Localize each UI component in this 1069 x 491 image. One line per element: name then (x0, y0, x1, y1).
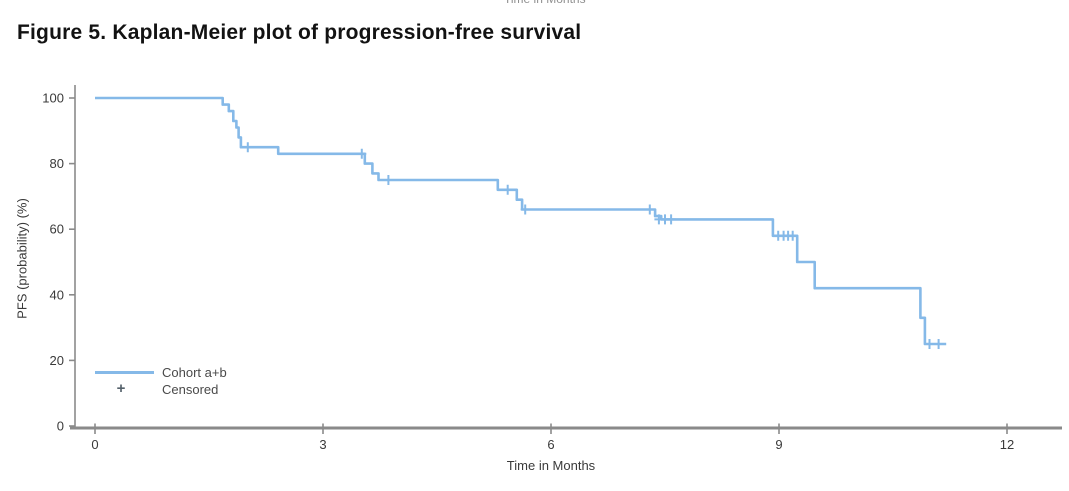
legend-line-swatch (95, 371, 154, 374)
x-tick-label: 6 (547, 437, 554, 452)
censor-mark (925, 339, 934, 349)
censor-mark (503, 184, 513, 195)
censor-mark (383, 175, 393, 185)
y-tick-label: 20 (50, 353, 64, 368)
y-axis-title: PFS (probability) (%) (14, 198, 30, 319)
censor-mark (666, 214, 676, 225)
censor-mark (934, 339, 944, 349)
censor-mark (243, 142, 253, 153)
censor-mark (645, 204, 655, 215)
y-tick-label: 60 (50, 222, 64, 237)
x-tick-label: 0 (91, 437, 98, 452)
censor-mark (520, 204, 530, 215)
censor-mark (357, 148, 367, 159)
legend-series-label: Cohort a+b (162, 365, 227, 380)
x-axis-title: Time in Months (506, 458, 596, 473)
x-tick-label: 3 (319, 437, 326, 452)
y-tick-label: 0 (57, 419, 64, 434)
censor-mark (788, 230, 798, 241)
x-tick-label: 12 (1000, 437, 1014, 452)
cropped-axis-label-above: Time in Months (504, 0, 586, 6)
legend-censored-label: Censored (162, 382, 219, 397)
x-tick-label: 9 (775, 437, 782, 452)
y-tick-label: 80 (50, 156, 64, 171)
km-curve (95, 96, 947, 346)
y-tick-label: 40 (50, 287, 64, 302)
censored-marker-icon: + (116, 380, 126, 397)
figure-title: Figure 5. Kaplan-Meier plot of progressi… (17, 21, 582, 44)
y-tick-label: 100 (42, 91, 64, 106)
